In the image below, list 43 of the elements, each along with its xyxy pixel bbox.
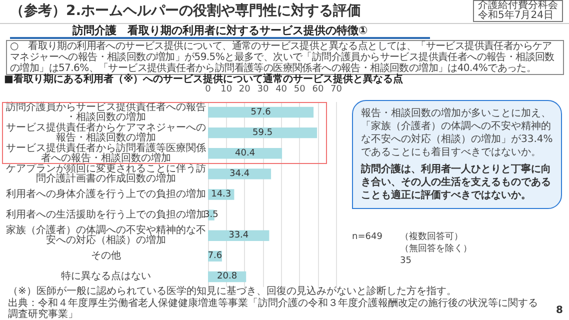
text: ○ 看取り期の利用者へのサービス提供について、通常のサービス提供と異なる点としては、「サービス提供責任者からケアマネジャーへの報告・相談回数の増加」が59.5%と最多で、次いで「訪問介護員からサービス提供責任者への報告・相談回数の増加」は57.6%、「サービス提供責任者から訪問看護等の医療関係者への報告・相談回数の増加」は40.4%であった。 <box>10 41 554 74</box>
x-tick-label: 30 <box>257 84 269 94</box>
y-tick-label: その他 <box>91 250 121 262</box>
bar <box>208 127 318 138</box>
x-tick-label: 60 <box>312 84 324 94</box>
data-label: 57.6 <box>250 107 272 118</box>
chart-title: （参考）2.ホームヘルパーの役割や専門性に対する評価 <box>10 3 362 19</box>
text: n=649 <box>352 232 382 242</box>
data-label: 3.5 <box>204 210 218 220</box>
chart-subtitle: 訪問介護 看取り期の利用者に対するサービス提供の特徴① <box>72 24 368 37</box>
data-label: 14.3 <box>211 190 232 200</box>
annotation: （※）医師が一般に認められている医学的知見に基づき、回復の見込みがないと診断した方を指す。 <box>8 286 456 297</box>
x-tick-label: 40 <box>276 84 288 94</box>
x-tick-label: 70 <box>330 84 342 94</box>
data-label: 33.4 <box>228 230 249 241</box>
y-tick-label: サービス提供責任者から訪問看護等医療関係者への報告・相談回数の増加 <box>6 142 206 164</box>
y-tick-label: 特に異なる点はない <box>61 270 151 282</box>
bar <box>208 106 314 118</box>
y-tick-label: 利用者への生活援助を行う上での負担の増加 <box>6 208 206 221</box>
data-label: 34.4 <box>229 168 250 179</box>
bar <box>208 168 272 180</box>
text: ■看取り期にある利用者（※）へのサービス提供について通常のサービス提供と異なる点 <box>4 74 404 85</box>
x-tick-label: 50 <box>294 84 306 94</box>
x-tick-label: 0 <box>205 84 212 94</box>
source-note: 出典：令和４年度厚生労働省老人保健健康増進等事業「訪問介護の令和３年度介護報酬改定の施行後の状況等に関する調査研究事業」 <box>8 298 538 320</box>
x-tick-label: 10 <box>220 84 232 94</box>
text: （複数回答可） <box>400 232 463 242</box>
x-tick-label: 20 <box>238 84 251 94</box>
data-label: 20.8 <box>217 272 238 282</box>
data-label: 40.4 <box>234 148 256 158</box>
y-tick-label: 家族（介護者）の体調への不安や精神的な不安への対応（相談）の増加 <box>6 224 206 246</box>
text: 8 <box>556 305 563 316</box>
text: 報告・相談回数の増加が多いことに加え、「家族（介護者）の体調への不安や精神的な不安への対応（相談）の増加」が33.4%であることにも着目すべきではないか。 <box>361 108 553 158</box>
text: 令和5年7月24日 <box>478 10 554 21</box>
data-label: 59.5 <box>252 128 273 138</box>
text: 35 <box>400 256 412 266</box>
text: （無回答を除く） <box>400 244 472 254</box>
text: 訪問介護は、利用者一人ひとりと丁寧に向き合い、その人の生活を支えるものであることも適正に評価すべきではないか。 <box>361 164 551 201</box>
data-label: 7.6 <box>208 251 222 262</box>
y-tick-label: サービス提供責任者からケアマネジャーへの報告・相談回数の増加 <box>6 121 206 144</box>
bar <box>208 148 282 159</box>
text: 介護給付費分科会 <box>478 0 558 11</box>
y-tick-label: 利用者への身体介護を行う上での負担の増加 <box>6 188 206 200</box>
